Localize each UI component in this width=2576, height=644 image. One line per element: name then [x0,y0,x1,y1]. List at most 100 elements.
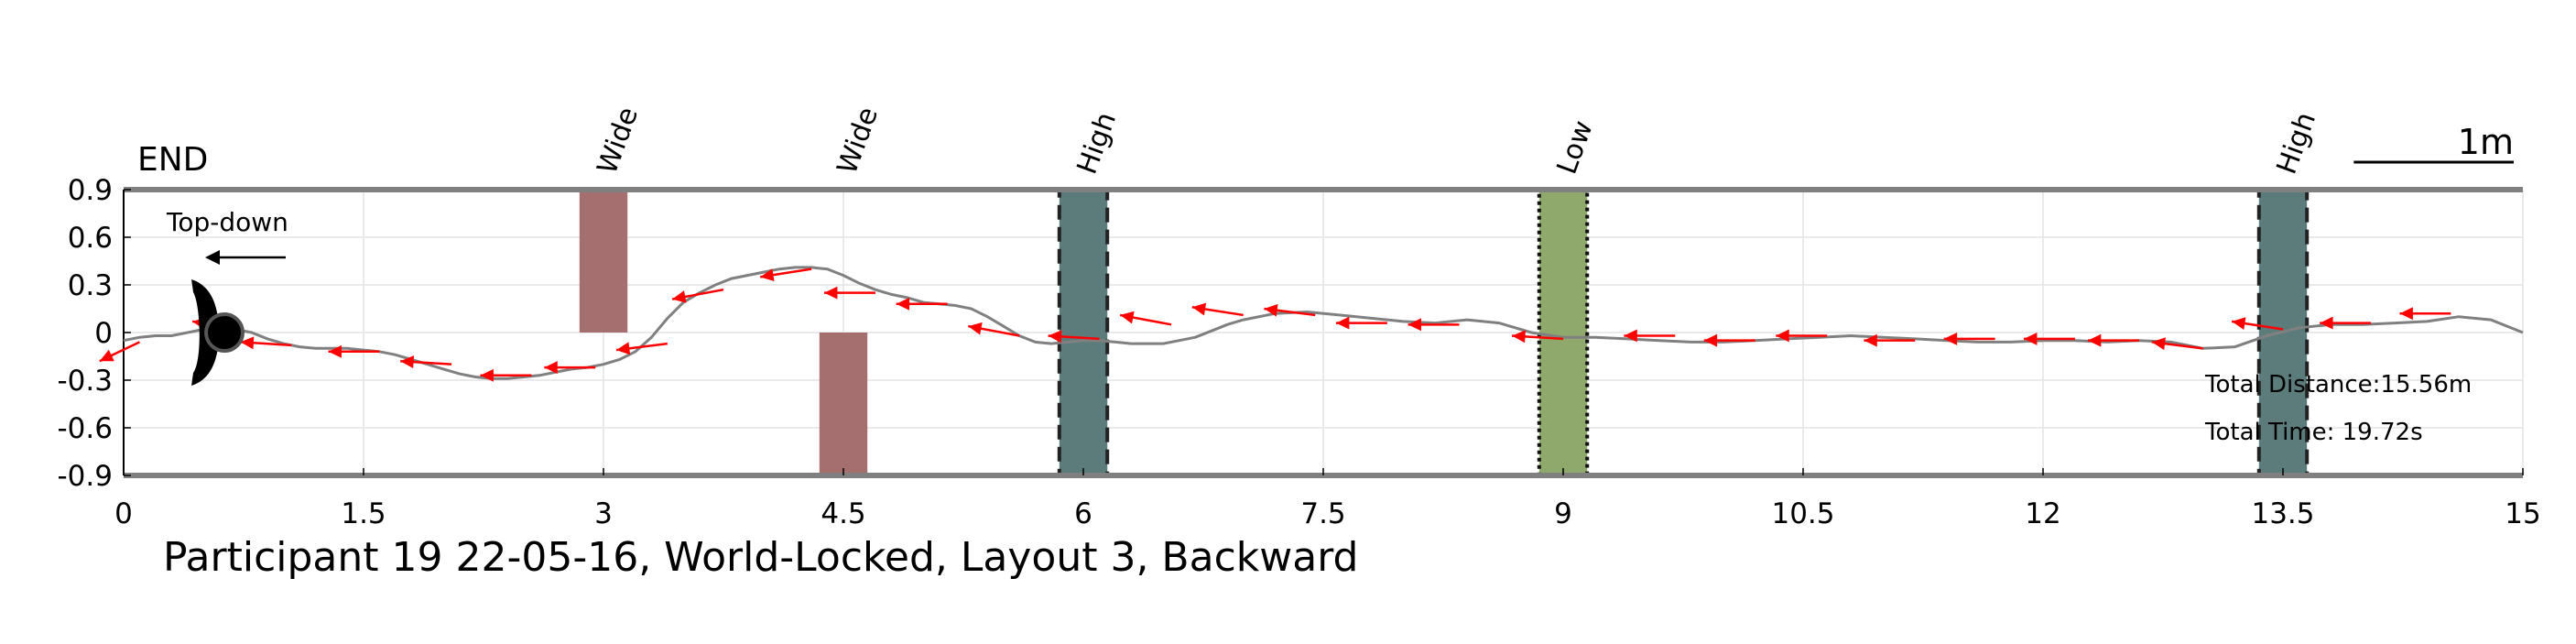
heading-arrow-head [1776,329,1789,343]
heading-arrow-head [99,349,114,362]
y-tick-label: 0 [94,317,113,350]
x-tick-label: 12 [2025,497,2060,530]
heading-arrow-head [968,322,983,335]
heading-arrow [1776,329,1828,343]
x-tick-label: 4.5 [821,497,865,530]
obstacle-label: Wide [831,103,885,178]
y-axis-ticks: 0.9 0.6 0.3 0 -0.3 -0.6 -0.9 [58,174,131,493]
heading-arrow-head [328,344,342,358]
heading-arrow [2399,307,2451,321]
y-tick-label: 0.9 [68,174,113,207]
arrow-left-icon [205,250,286,265]
heading-arrow [544,361,596,375]
heading-arrow [1512,330,1564,344]
heading-arrow [480,368,532,382]
obstacle-low [1537,188,1590,477]
heading-arrow-head [2399,307,2413,321]
heading-arrow-head [672,290,687,303]
heading-arrow [328,344,380,358]
heading-arrow-head [2232,317,2246,330]
heading-arrow-head [544,361,558,375]
total-distance-text: Total Distance:15.56m [2204,371,2472,398]
heading-arrow [400,355,452,369]
obstacle-labels: Wide Wide High Low High [592,103,2322,178]
heading-arrow [759,267,812,282]
total-time-text: Total Time: 19.72s [2204,419,2423,446]
y-tick-label: -0.6 [58,412,114,445]
end-marker [191,279,245,386]
heading-arrow-head [2024,332,2038,345]
heading-arrow-head [1864,333,1877,347]
heading-arrow [99,341,141,363]
heading-arrow [2151,337,2203,351]
obstacle-label: Wide [592,103,645,178]
x-tick-label: 15 [2505,497,2540,530]
heading-arrow-head [1120,311,1135,324]
heading-arrow [1335,316,1387,330]
person-head-icon [204,312,245,353]
heading-arrow-head [400,355,414,369]
x-tick-label: 13.5 [2251,497,2314,530]
x-axis-ticks: 0 1.5 3 4.5 6 7.5 9 10.5 12 13.5 15 [114,468,2541,530]
heading-arrow-head [1335,316,1350,330]
heading-arrow [1624,329,1676,343]
heading-arrow-head [1703,333,1718,347]
x-tick-label: 0 [114,497,133,530]
heading-arrow-head [1048,330,1062,344]
y-tick-label: -0.3 [58,365,114,398]
heading-arrow [2087,333,2139,347]
heading-arrow-head [480,368,494,382]
obstacle-high [1057,188,1110,477]
heading-arrow [1119,311,1172,326]
heading-arrow-head [1624,329,1637,343]
heading-arrow-head [760,268,775,282]
heading-arrow [1408,318,1460,332]
heading-arrow-head [2151,337,2166,351]
heading-arrow-head [615,342,631,355]
heading-arrow-head [2087,333,2102,347]
heading-arrow [2024,332,2075,345]
heading-arrow-head [1408,318,1421,332]
scale-label: 1m [2458,122,2514,162]
heading-arrow [615,342,668,355]
heading-arrow [240,336,292,350]
end-label: END [137,141,208,179]
y-tick-label: 0.3 [68,269,113,302]
x-tick-label: 9 [1554,497,1572,530]
obstacle-label: High [1071,108,1123,179]
heading-arrow [1943,332,1995,345]
heading-arrows [99,267,2451,382]
obstacles [579,188,2310,477]
heading-arrow [968,322,1020,337]
heading-arrow [824,286,875,300]
y-tick-label: 0.6 [68,222,113,255]
x-tick-label: 6 [1074,497,1092,530]
view-label: Top-down [166,207,288,237]
heading-arrow [1864,333,1916,347]
x-tick-label: 7.5 [1300,497,1345,530]
x-tick-label: 3 [594,497,613,530]
y-tick-label: -0.9 [58,460,114,493]
heading-arrow [1264,303,1316,317]
obstacle-label: Low [1551,116,1600,178]
obstacle-label: High [2271,108,2322,179]
heading-arrow [1703,333,1755,347]
chart-title: Participant 19 22-05-16, World-Locked, L… [163,534,1358,581]
heading-arrow-head [896,297,910,311]
heading-arrow [671,288,724,303]
heading-arrow-head [1264,303,1278,317]
heading-arrow-head [1943,332,1958,345]
heading-arrow-head [1191,302,1207,316]
obstacle-wide [819,333,868,475]
grid [123,189,2524,476]
heading-arrow [896,297,948,311]
heading-arrow [1048,330,1100,344]
heading-arrow [2231,317,2284,331]
x-tick-label: 10.5 [1771,497,1834,530]
heading-arrow-head [1512,330,1526,344]
heading-arrow-head [240,336,255,350]
heading-arrow-head [824,286,838,300]
heading-arrow-head [2320,316,2333,330]
x-tick-label: 1.5 [341,497,386,530]
